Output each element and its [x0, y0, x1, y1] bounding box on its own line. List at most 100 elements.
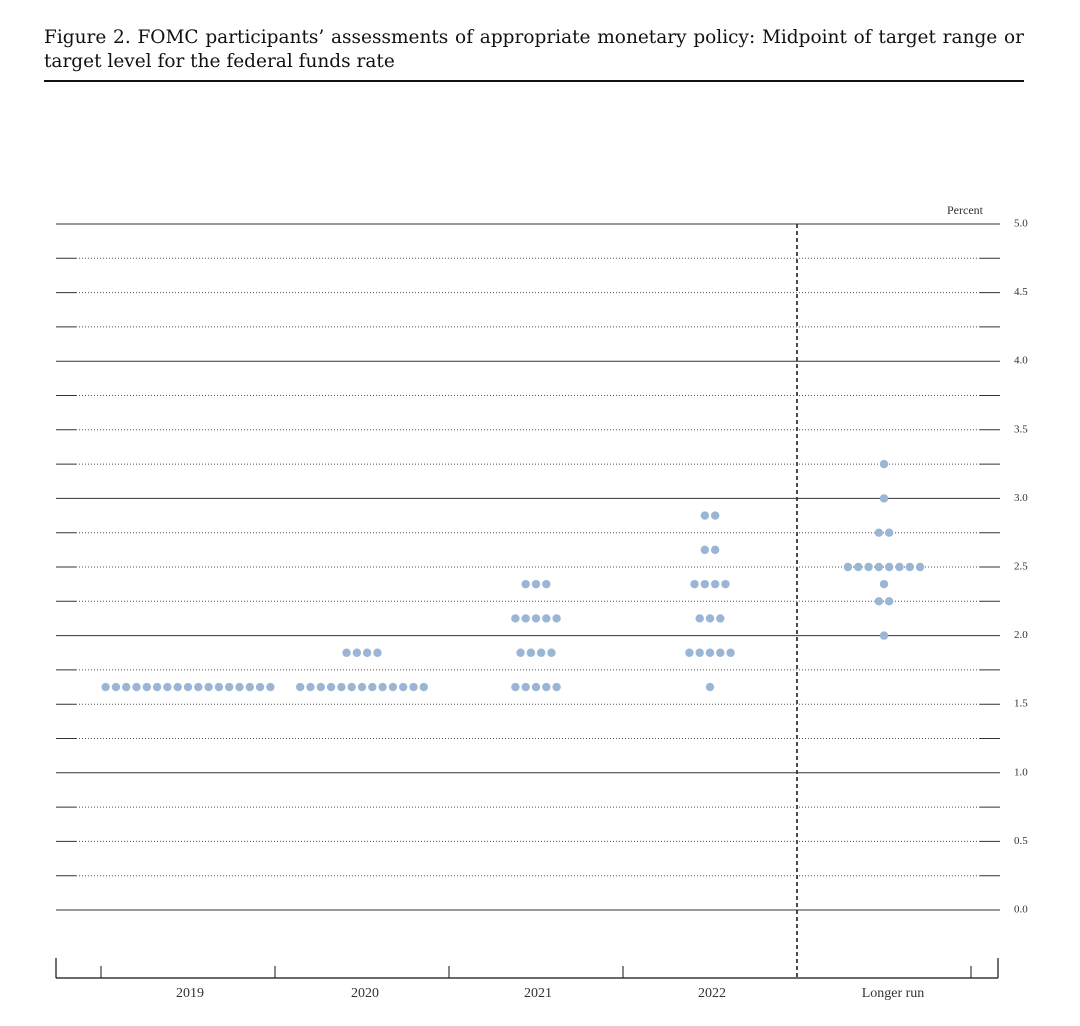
dot: [700, 545, 710, 555]
y-tick-label: 1.5: [1014, 698, 1028, 710]
dot: [552, 682, 561, 692]
dot: [542, 579, 551, 589]
dot: [521, 579, 530, 589]
dot: [879, 579, 889, 589]
dot: [373, 648, 382, 657]
dot: [695, 614, 704, 623]
dot: [874, 597, 884, 606]
dot: [132, 682, 141, 692]
dot: [152, 682, 162, 692]
dot: [142, 682, 151, 692]
dot: [895, 562, 904, 572]
dot: [316, 682, 325, 692]
dot: [173, 682, 182, 692]
dot: [511, 614, 520, 623]
dot: [547, 648, 556, 657]
y-tick-label: 5.0: [1014, 218, 1028, 230]
dot: [716, 614, 725, 623]
x-tick-label: 2020: [351, 986, 379, 1001]
dot: [388, 682, 398, 692]
dot: [511, 682, 520, 692]
x-tick-label: 2019: [176, 986, 204, 1001]
dot: [915, 562, 925, 572]
y-tick-label: 2.5: [1014, 561, 1028, 573]
x-tick-label: 2021: [524, 986, 552, 1001]
y-tick-label: 2.0: [1014, 629, 1028, 641]
dot: [368, 682, 377, 692]
dot: [879, 494, 889, 503]
dot: [884, 528, 894, 537]
x-tick-label: Longer run: [862, 986, 925, 1001]
y-axis-label: Percent: [947, 203, 984, 217]
dot: [526, 648, 536, 657]
y-tick-label: 1.0: [1014, 766, 1028, 778]
dot: [705, 648, 715, 657]
dot: [111, 682, 121, 692]
dot: [342, 648, 351, 657]
dot: [879, 459, 889, 469]
x-tick-label: 2022: [698, 986, 726, 1001]
dot: [695, 648, 704, 657]
dot: [306, 682, 315, 692]
dot: [362, 648, 372, 657]
y-tick-label: 4.0: [1014, 355, 1028, 367]
dot: [874, 562, 884, 572]
y-tick-label: 0.0: [1014, 904, 1028, 916]
dot: [685, 648, 694, 657]
dot: [710, 579, 720, 589]
dot: [357, 682, 367, 692]
dot: [183, 682, 193, 692]
dot: [245, 682, 254, 692]
y-tick-label: 0.5: [1014, 835, 1028, 847]
dot: [552, 614, 561, 623]
figure-title: Figure 2. FOMC participants’ assessments…: [44, 27, 1024, 72]
dot: [700, 511, 710, 520]
dot: [235, 682, 244, 692]
dot: [690, 579, 699, 589]
dot: [542, 682, 551, 692]
dot: [531, 682, 541, 692]
dot: [884, 597, 894, 606]
dot: [204, 682, 213, 692]
dot: [700, 579, 710, 589]
dot: [194, 682, 203, 692]
title-rule: [44, 80, 1024, 82]
dot: [399, 682, 408, 692]
dot: [521, 614, 530, 623]
dot: [874, 528, 884, 537]
dot: [163, 682, 172, 692]
dot: [705, 682, 715, 692]
dot: [255, 682, 265, 692]
dot: [337, 682, 346, 692]
dot: [347, 682, 356, 692]
dot: [225, 682, 234, 692]
dot: [710, 511, 720, 520]
dot: [101, 682, 110, 692]
dot: [542, 614, 551, 623]
dot: [864, 562, 873, 572]
dot: [409, 682, 418, 692]
dot: [705, 614, 715, 623]
dot: [419, 682, 428, 692]
dot: [378, 682, 387, 692]
dot: [905, 562, 914, 572]
dot: [536, 648, 546, 657]
dot: [122, 682, 131, 692]
dot: [884, 562, 894, 572]
dot: [854, 562, 863, 572]
dot: [726, 648, 735, 657]
dot: [531, 614, 541, 623]
dot: [214, 682, 224, 692]
y-tick-label: 3.5: [1014, 423, 1028, 435]
dot: [326, 682, 336, 692]
dot: [296, 682, 305, 692]
dot: [266, 682, 275, 692]
dot: [710, 545, 720, 555]
dot: [879, 631, 889, 640]
dot: [531, 579, 541, 589]
dot: [843, 562, 853, 572]
dot: [716, 648, 725, 657]
dot: [521, 682, 530, 692]
